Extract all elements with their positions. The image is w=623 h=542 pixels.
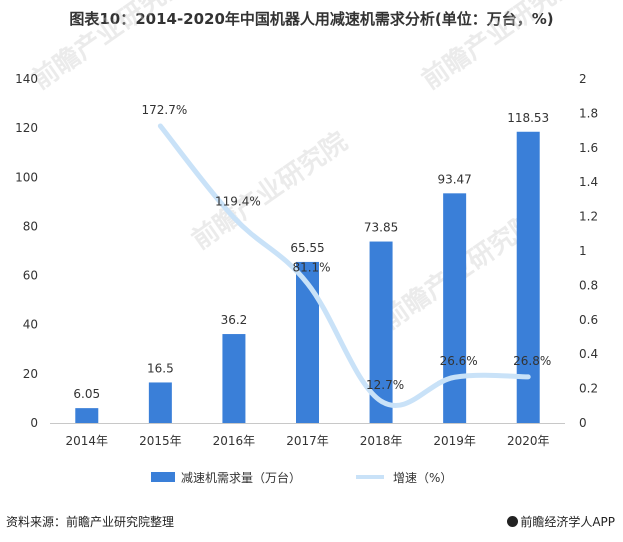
- legend-label-line: 增速（%）: [393, 471, 452, 485]
- x-axis-tick-label: 2018年: [360, 434, 403, 448]
- bar-value-label: 118.53: [507, 111, 549, 125]
- source-note: 资料来源：前瞻产业研究院整理: [6, 515, 175, 529]
- right-axis-tick-label: 0.8: [579, 278, 598, 292]
- line-value-label: 26.6%: [440, 354, 478, 368]
- bar-value-label: 93.47: [437, 172, 471, 186]
- x-axis-tick-label: 2016年: [213, 434, 256, 448]
- x-axis-tick-label: 2014年: [66, 434, 109, 448]
- line-value-label: 26.8%: [513, 354, 551, 368]
- chart-title: 图表10：2014-2020年中国机器人用减速机需求分析(单位：万台，%): [69, 10, 554, 28]
- bar-value-label: 73.85: [364, 221, 398, 235]
- bar: [443, 193, 467, 423]
- bar-value-label: 16.5: [147, 361, 174, 375]
- bar: [75, 408, 99, 423]
- left-axis-tick-label: 120: [15, 121, 38, 135]
- line-value-label: 119.4%: [215, 195, 261, 209]
- right-axis-tick-label: 0: [579, 416, 587, 430]
- growth-rate-line: [157, 123, 531, 409]
- right-axis-tick-label: 0.6: [579, 313, 598, 327]
- brand-footer: 前瞻经济学人APP: [507, 513, 615, 530]
- left-axis-tick-label: 140: [15, 72, 38, 86]
- line-value-label: 81.1%: [292, 261, 330, 275]
- bar-value-label: 6.05: [73, 387, 100, 401]
- brand-name: 前瞻经济学人APP: [520, 515, 615, 529]
- right-axis-tick-label: 1: [579, 244, 587, 258]
- left-axis-tick-label: 20: [23, 367, 38, 381]
- left-axis-tick-label: 0: [30, 416, 38, 430]
- right-axis-tick-label: 1.8: [579, 106, 598, 120]
- watermark-text: 前瞻产业研究院: [416, 0, 583, 96]
- x-axis-tick-label: 2017年: [286, 434, 329, 448]
- bar: [369, 241, 393, 423]
- x-axis-tick-label: 2015年: [139, 434, 182, 448]
- right-axis-tick-label: 1.2: [579, 210, 598, 224]
- bar-value-label: 36.2: [221, 313, 248, 327]
- right-axis: 0 0.2 0.4 0.6 0.8 1 1.2 1.4 1.6 1.8 2: [579, 72, 598, 430]
- line-value-label: 172.7%: [141, 103, 187, 117]
- right-axis-tick-label: 2: [579, 72, 587, 86]
- x-axis-tick-label: 2019年: [433, 434, 476, 448]
- line-value-label: 12.7%: [366, 378, 404, 392]
- left-axis: 0 20 40 60 80 100 120 140: [15, 72, 38, 430]
- bar: [296, 261, 319, 423]
- bar: [222, 334, 246, 423]
- bar: [148, 382, 172, 423]
- left-axis-tick-label: 60: [23, 269, 38, 283]
- legend: 减速机需求量（万台） 增速（%）: [151, 470, 452, 485]
- bar-data-labels: 6.05 16.5 36.2 65.55 73.85 93.47 118.53: [73, 111, 549, 401]
- x-axis-tick-label: 2020年: [507, 434, 550, 448]
- line-data-labels: 172.7% 119.4% 81.1% 12.7% 26.6% 26.8%: [141, 103, 551, 392]
- bar-value-label: 65.55: [290, 241, 324, 255]
- brand-logo-icon: [507, 516, 519, 527]
- watermark-text: 前瞻产业研究院: [26, 0, 193, 96]
- right-axis-tick-label: 0.2: [579, 382, 598, 396]
- left-axis-tick-label: 80: [23, 219, 38, 233]
- bar-series: [75, 131, 540, 423]
- legend-label-bar: 减速机需求量（万台）: [181, 470, 301, 485]
- left-axis-tick-label: 40: [23, 318, 38, 332]
- right-axis-tick-label: 1.4: [579, 175, 598, 189]
- bar: [516, 131, 540, 423]
- line-series: [157, 123, 531, 409]
- right-axis-tick-label: 1.6: [579, 141, 598, 155]
- legend-swatch-bar: [151, 472, 175, 482]
- right-axis-tick-label: 0.4: [579, 347, 598, 361]
- left-axis-tick-label: 100: [15, 170, 38, 184]
- x-axis: 2014年 2015年 2016年 2017年 2018年 2019年 2020年: [66, 434, 550, 448]
